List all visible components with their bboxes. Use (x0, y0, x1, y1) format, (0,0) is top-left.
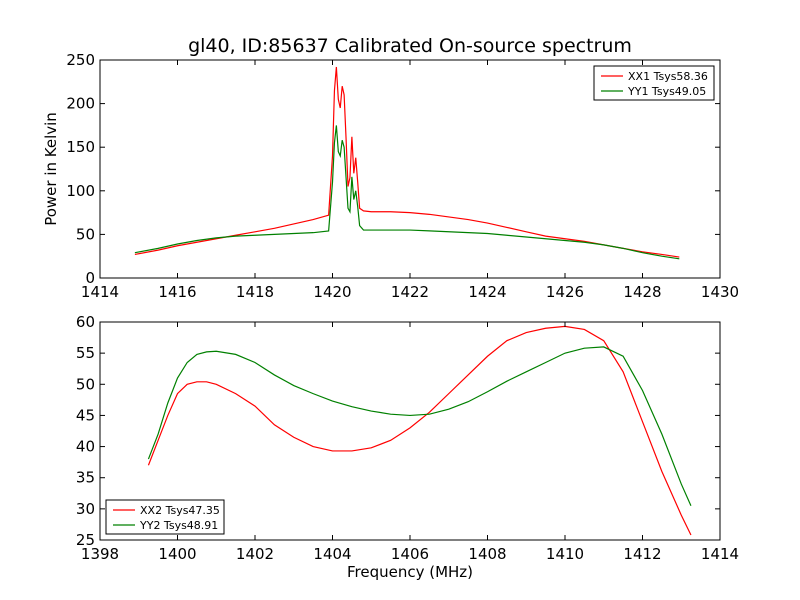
series-line-yy2 (147, 346, 692, 506)
x-tick-label: 1402 (236, 545, 274, 563)
legend: XX1 Tsys58.36 YY1 Tsys49.05 (593, 65, 715, 101)
y-tick-label: 150 (66, 138, 95, 156)
x-tick-label: 1428 (623, 283, 661, 301)
x-tick-label: 1414 (81, 283, 119, 301)
series-line-yy1 (134, 125, 680, 260)
y-tick-label: 40 (76, 438, 95, 456)
y-tick-label: 50 (76, 375, 95, 393)
legend: XX2 Tsys47.35 YY2 Tsys48.91 (105, 499, 225, 535)
y-tick-label: 60 (76, 313, 95, 331)
y-tick-label: 30 (76, 500, 95, 518)
x-tick-label: 1430 (701, 283, 739, 301)
x-tick-label: 1408 (468, 545, 506, 563)
x-tick-label: 1404 (313, 545, 351, 563)
series-line-xx1 (134, 66, 680, 258)
x-tick-label: 1420 (313, 283, 351, 301)
series-line-xx2 (147, 325, 692, 536)
y-tick-label: 25 (76, 531, 95, 549)
bottom-plot-panel: 1398 1400 1402 1404 1406 1408 1410 1412 1414 25 30… (76, 313, 739, 563)
x-tick-label: 1400 (158, 545, 196, 563)
legend-box (105, 499, 225, 535)
legend-entry-label: YY2 Tsys48.91 (139, 519, 218, 532)
y-tick-label: 0 (85, 269, 95, 287)
x-tick-label: 1398 (81, 545, 119, 563)
chart-title: gl40, ID:85637 Calibrated On-source spec… (188, 35, 632, 57)
x-tick-label: 1418 (236, 283, 274, 301)
y-tick-label: 50 (76, 225, 95, 243)
y-tick-label: 200 (66, 95, 95, 113)
top-plot-panel: 1414 1416 1418 1420 1422 1424 1426 1428 1430 0 50 1… (66, 51, 739, 301)
legend-entry-label: YY1 Tsys49.05 (627, 85, 706, 98)
legend-entry-label: XX1 Tsys58.36 (628, 70, 708, 83)
y-tick-label: 35 (76, 469, 95, 487)
y-tick-label: 250 (66, 51, 95, 69)
x-tick-label: 1424 (468, 283, 506, 301)
y-axis-label-top: Power in Kelvin (42, 112, 60, 226)
x-tick-label: 1422 (391, 283, 429, 301)
x-tick-label: 1414 (701, 545, 739, 563)
legend-entry-label: XX2 Tsys47.35 (140, 504, 220, 517)
x-axis-label-bottom: Frequency (MHz) (347, 563, 473, 581)
x-tick-label: 1406 (391, 545, 429, 563)
x-tick-label: 1426 (546, 283, 584, 301)
x-tick-label: 1412 (623, 545, 661, 563)
x-tick-label: 1416 (158, 283, 196, 301)
y-tick-label: 55 (76, 344, 95, 362)
legend-box (593, 65, 715, 101)
y-tick-label: 45 (76, 406, 95, 424)
x-tick-label: 1410 (546, 545, 584, 563)
y-tick-label: 100 (66, 182, 95, 200)
